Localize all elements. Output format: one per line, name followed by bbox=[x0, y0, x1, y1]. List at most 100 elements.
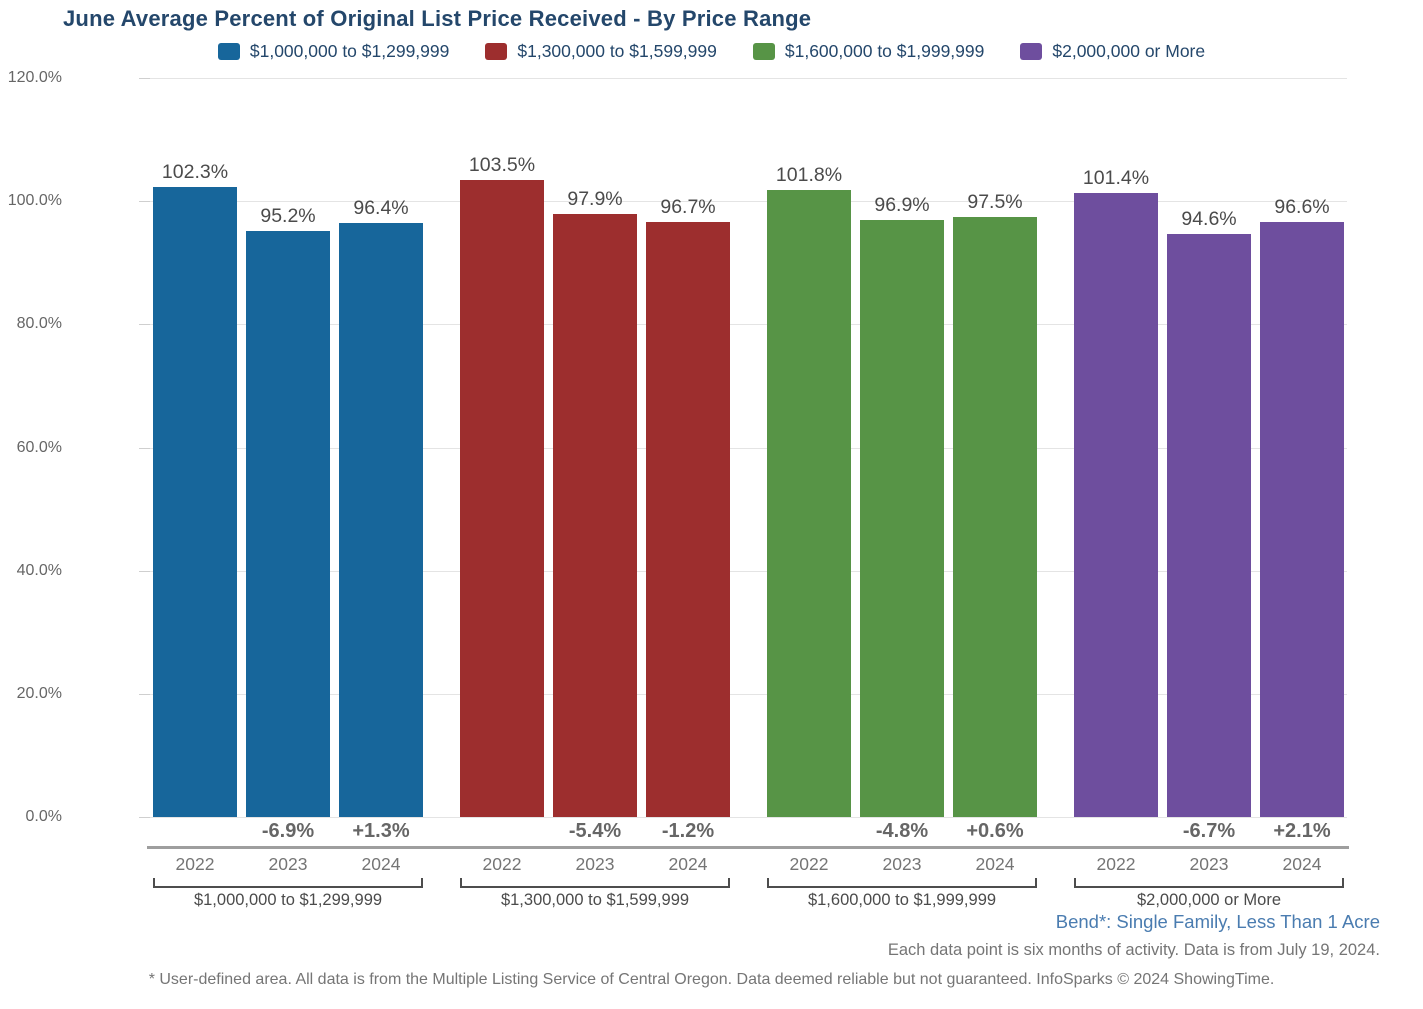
bar-cell: 103.5% bbox=[460, 154, 544, 817]
legend-swatch-icon bbox=[752, 43, 775, 60]
bar bbox=[1167, 234, 1251, 817]
y-axis-tick-label: 0.0% bbox=[25, 808, 62, 825]
bar-value-label: 102.3% bbox=[161, 161, 229, 184]
row-group: 2022 2023 2024 bbox=[460, 854, 730, 875]
year-label: 2024 bbox=[668, 854, 708, 874]
row-group: 2022 2023 2024 bbox=[767, 854, 1037, 875]
price-range-label: $1,000,000 to $1,299,999 bbox=[193, 891, 383, 909]
bar bbox=[339, 223, 423, 817]
price-range-label: $1,300,000 to $1,599,999 bbox=[500, 891, 690, 909]
bar-cell: 101.8% bbox=[767, 164, 851, 817]
bar-cell: 101.4% bbox=[1074, 167, 1158, 817]
change-label bbox=[1074, 820, 1158, 843]
y-axis-tick-label: 80.0% bbox=[16, 315, 62, 333]
legend-swatch-icon bbox=[485, 43, 508, 60]
change-label bbox=[767, 820, 851, 843]
bar bbox=[767, 190, 851, 817]
group-bracket bbox=[460, 878, 730, 888]
bars-row: 102.3% 95.2% 96.4% 103.5% 97.9% 96.7% 101.8% 96… bbox=[150, 78, 1347, 817]
legend-item: $2,000,000 or More bbox=[1020, 41, 1205, 62]
y-axis-tick-label: 120.0% bbox=[7, 69, 62, 86]
disclaimer: * User-defined area. All data is from th… bbox=[148, 971, 1275, 988]
bar bbox=[460, 179, 544, 817]
bar-cell: 102.3% bbox=[153, 161, 237, 817]
price-range-group: $1,600,000 to $1,999,999 bbox=[767, 878, 1037, 910]
year-label: 2022 bbox=[1096, 854, 1136, 874]
row-group: -6.7% +2.1% bbox=[1074, 820, 1344, 843]
year-label: 2023 bbox=[1189, 854, 1229, 874]
year-label: 2023 bbox=[882, 854, 922, 874]
bar bbox=[553, 214, 637, 817]
bar-value-label: 96.6% bbox=[1274, 196, 1330, 219]
data-note: Each data point is six months of activit… bbox=[887, 941, 1380, 959]
gridline-80 bbox=[139, 324, 1347, 326]
legend-label: $1,000,000 to $1,299,999 bbox=[249, 41, 450, 61]
bar-value-label: 94.6% bbox=[1181, 208, 1237, 231]
bar-value-label: 95.2% bbox=[260, 204, 316, 227]
y-axis-tick-label: 100.0% bbox=[7, 192, 62, 210]
bar bbox=[860, 220, 944, 817]
chart-legend: $1,000,000 to $1,299,999 $1,300,000 to $1… bbox=[0, 41, 1423, 62]
bar-value-label: 97.5% bbox=[967, 190, 1023, 213]
bar-cell: 96.9% bbox=[860, 194, 944, 817]
year-label: 2022 bbox=[482, 854, 522, 874]
area-label: Bend*: Single Family, Less Than 1 Acre bbox=[1055, 911, 1380, 932]
x-axis-divider-line bbox=[147, 846, 1349, 849]
bar bbox=[1260, 222, 1344, 817]
bar-cell: 97.5% bbox=[953, 191, 1037, 817]
bar-value-label: 101.4% bbox=[1082, 166, 1150, 189]
year-label: 2023 bbox=[268, 854, 308, 874]
change-label: +2.1% bbox=[1273, 820, 1331, 842]
price-range-group: $1,000,000 to $1,299,999 bbox=[153, 878, 423, 910]
legend-swatch-icon bbox=[1020, 43, 1043, 60]
change-label: -4.8% bbox=[875, 820, 929, 842]
legend-swatch-icon bbox=[217, 43, 240, 60]
year-label: 2022 bbox=[789, 854, 829, 874]
year-label: 2024 bbox=[975, 854, 1015, 874]
change-label bbox=[460, 820, 544, 843]
bar bbox=[953, 216, 1037, 817]
bar-group: 103.5% 97.9% 96.7% bbox=[460, 78, 730, 817]
bar bbox=[153, 187, 237, 817]
group-bracket bbox=[1074, 878, 1344, 888]
bar-group: 102.3% 95.2% 96.4% bbox=[153, 78, 423, 817]
y-axis-tick-label: 60.0% bbox=[16, 438, 62, 456]
year-labels-row: 2022 2023 2024 2022 2023 2024 2022 2023 2024 2022… bbox=[150, 854, 1347, 875]
row-group: -4.8% +0.6% bbox=[767, 820, 1037, 843]
y-axis-tick-label: 20.0% bbox=[16, 684, 62, 702]
gridline-20 bbox=[139, 693, 1347, 695]
legend-label: $1,300,000 to $1,599,999 bbox=[517, 41, 717, 61]
bar-cell: 96.7% bbox=[646, 195, 730, 817]
row-group: -5.4% -1.2% bbox=[460, 820, 730, 843]
gridline-60 bbox=[139, 447, 1347, 449]
row-group: 2022 2023 2024 bbox=[1074, 854, 1344, 875]
group-bracket bbox=[153, 878, 423, 888]
group-bracket bbox=[767, 878, 1037, 888]
change-label: -6.7% bbox=[1182, 820, 1236, 842]
plot-area: 102.3% 95.2% 96.4% 103.5% 97.9% 96.7% 101.8% 96… bbox=[8, 69, 1347, 825]
bar bbox=[246, 230, 330, 817]
row-group: -6.9% +1.3% bbox=[153, 820, 423, 843]
change-label: +0.6% bbox=[966, 820, 1024, 842]
y-axis-tick-label: 40.0% bbox=[16, 561, 62, 579]
row-group: 2022 2023 2024 bbox=[153, 854, 423, 875]
bar-value-label: 97.9% bbox=[567, 188, 623, 211]
change-label: -1.2% bbox=[661, 820, 715, 842]
legend-label: $1,600,000 to $1,999,999 bbox=[784, 41, 985, 61]
gridline-0 bbox=[139, 817, 1347, 818]
legend-item: $1,000,000 to $1,299,999 bbox=[217, 41, 450, 62]
bar-cell: 94.6% bbox=[1167, 208, 1251, 817]
bar-group: 101.4% 94.6% 96.6% bbox=[1074, 78, 1344, 817]
change-label bbox=[153, 820, 237, 843]
gridline-100 bbox=[139, 201, 1347, 203]
bar-value-label: 96.7% bbox=[660, 195, 716, 218]
bar-cell: 96.6% bbox=[1260, 196, 1344, 817]
bar-cell: 97.9% bbox=[553, 188, 637, 817]
bar bbox=[646, 221, 730, 817]
bar-cell: 96.4% bbox=[339, 197, 423, 817]
bar bbox=[1074, 192, 1158, 817]
bar-value-label: 101.8% bbox=[775, 164, 843, 187]
bar-value-label: 103.5% bbox=[468, 153, 536, 176]
price-range-label: $2,000,000 or More bbox=[1136, 891, 1281, 909]
